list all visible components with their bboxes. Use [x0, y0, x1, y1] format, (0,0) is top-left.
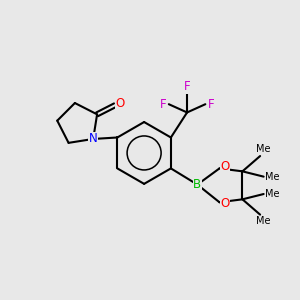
Text: Me: Me [265, 189, 280, 199]
Text: N: N [89, 133, 98, 146]
Text: F: F [208, 98, 214, 111]
Text: O: O [116, 97, 125, 110]
Text: Me: Me [256, 144, 271, 154]
Text: Me: Me [265, 172, 280, 182]
Text: B: B [193, 178, 201, 191]
Text: O: O [220, 160, 230, 173]
Text: B: B [193, 178, 201, 191]
Text: Me: Me [256, 216, 271, 226]
Text: F: F [184, 80, 190, 93]
Text: O: O [220, 197, 230, 210]
Text: N: N [89, 133, 98, 146]
Text: F: F [160, 98, 166, 111]
